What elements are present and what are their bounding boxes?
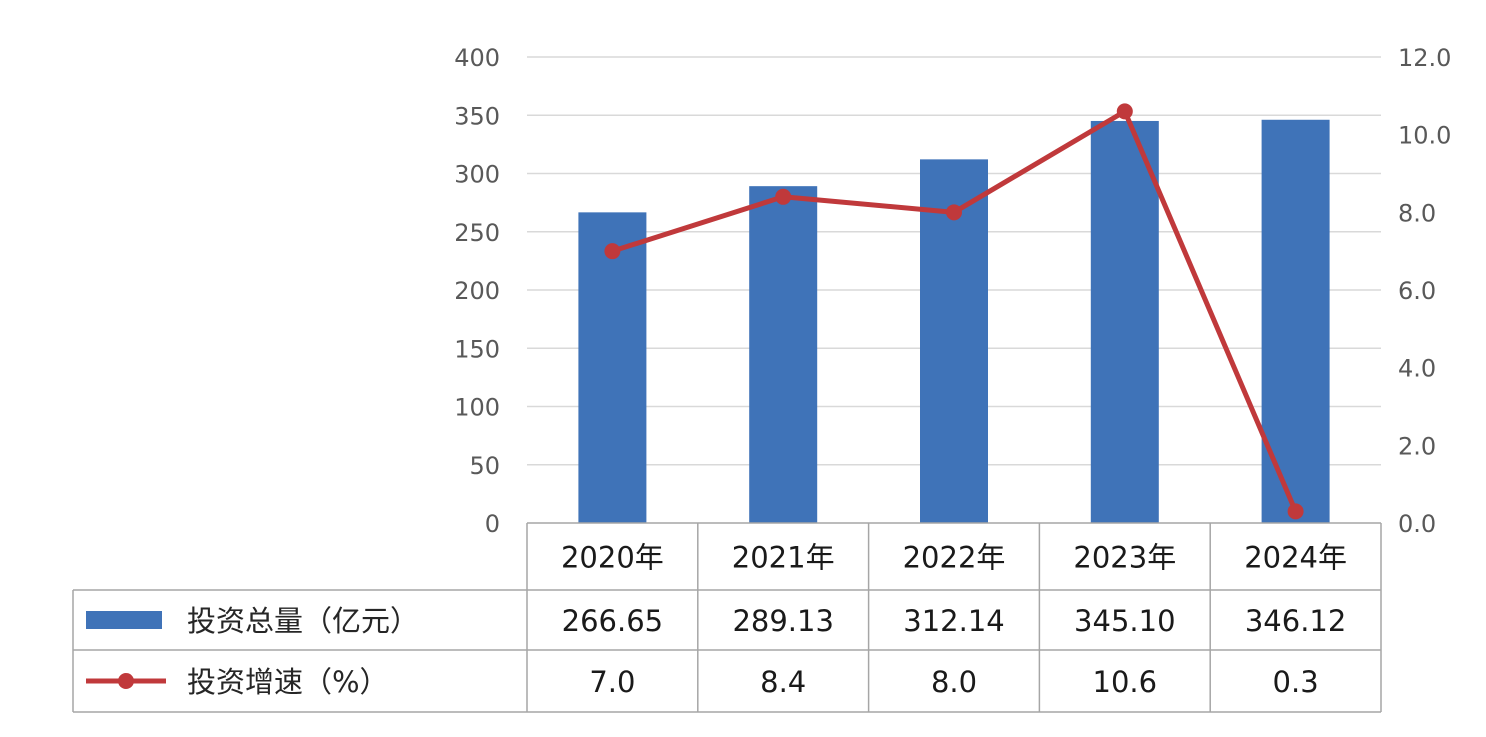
bar-series-name: 投资总量（亿元） (187, 604, 419, 638)
bar (578, 212, 647, 523)
line-value-label: 8.4 (760, 665, 806, 699)
bar-legend-swatch (86, 611, 162, 629)
line-legend-marker (118, 673, 134, 689)
right-tick-label: 12.0 (1398, 44, 1451, 72)
left-tick-label: 150 (454, 335, 500, 363)
line-value-label: 10.6 (1093, 665, 1158, 699)
left-tick-label: 200 (454, 277, 500, 305)
line-point (946, 204, 962, 221)
bar-series (578, 119, 1330, 524)
line-point (775, 188, 792, 205)
left-tick-label: 50 (469, 452, 500, 480)
left-tick-label: 100 (454, 394, 500, 422)
left-tick-label: 0 (485, 510, 500, 538)
left-axis: 0 50 100 150 200 250 300 350 400 (454, 44, 500, 538)
line-value-label: 0.3 (1273, 665, 1319, 699)
category-label: 2024年 (1244, 541, 1347, 575)
line-series (604, 103, 1304, 520)
category-label: 2023年 (1073, 541, 1176, 575)
right-axis: 0.0 2.0 4.0 6.0 8.0 10.0 12.0 (1398, 44, 1451, 538)
right-tick-label: 2.0 (1398, 432, 1436, 460)
line-series-name: 投资增速（%） (187, 665, 389, 699)
right-tick-label: 10.0 (1398, 122, 1451, 150)
bar-value-label: 345.10 (1074, 604, 1175, 638)
bar-value-label: 266.65 (562, 604, 663, 638)
left-tick-label: 400 (454, 44, 500, 72)
bar (1090, 120, 1159, 524)
bar (749, 186, 818, 523)
category-label: 2020年 (561, 541, 664, 575)
right-tick-label: 8.0 (1398, 199, 1436, 227)
category-label: 2022年 (903, 541, 1006, 575)
bar-value-label: 312.14 (903, 604, 1004, 638)
right-tick-label: 6.0 (1398, 277, 1436, 305)
right-tick-label: 4.0 (1398, 355, 1436, 383)
category-label: 2021年 (732, 541, 835, 575)
left-tick-label: 300 (454, 161, 500, 189)
bar (1261, 119, 1330, 523)
line-point (1116, 103, 1133, 120)
line-point (604, 243, 621, 260)
line-point (1287, 503, 1304, 520)
left-tick-label: 350 (454, 102, 500, 130)
line-value-label: 8.0 (931, 665, 977, 699)
right-tick-label: 0.0 (1398, 510, 1436, 538)
line-value-label: 7.0 (589, 665, 635, 699)
left-tick-label: 250 (454, 219, 500, 247)
bar-value-label: 346.12 (1245, 604, 1346, 638)
bar-value-label: 289.13 (732, 604, 833, 638)
